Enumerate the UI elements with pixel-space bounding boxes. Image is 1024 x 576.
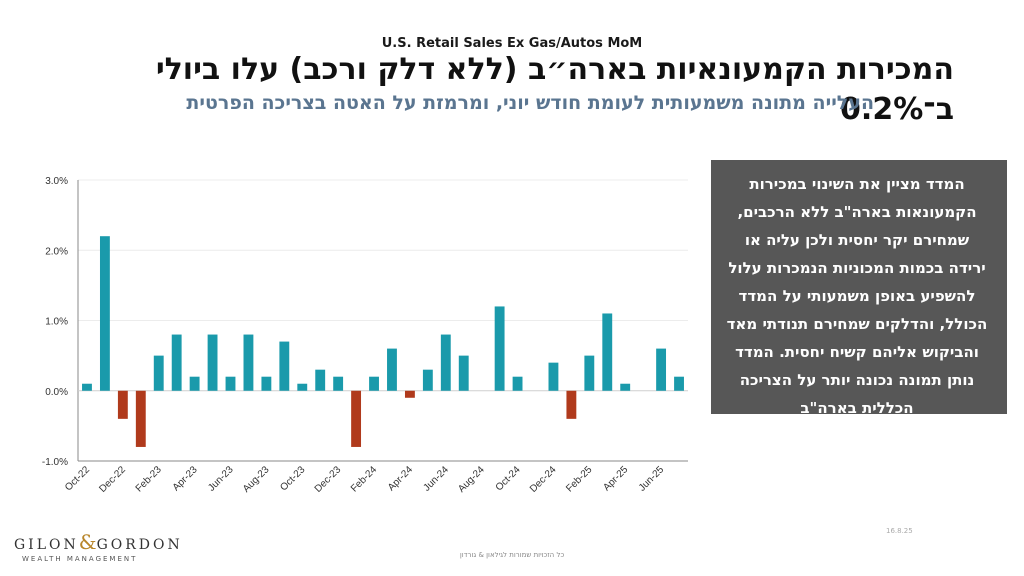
footer-date: 16.8.25 xyxy=(886,527,913,535)
x-tick-label: Apr-23 xyxy=(171,464,200,493)
y-tick-label: 0.0% xyxy=(45,387,68,398)
x-tick-label: Feb-23 xyxy=(134,464,164,494)
bar xyxy=(135,390,146,447)
bar xyxy=(297,383,308,391)
bar xyxy=(566,390,577,419)
x-tick-label: Aug-24 xyxy=(456,464,487,495)
y-tick-label: 2.0% xyxy=(45,246,68,257)
bar xyxy=(620,383,631,391)
logo-wordmark: GILON&GORDON xyxy=(14,530,180,554)
x-tick-label: Apr-24 xyxy=(386,464,415,493)
bar xyxy=(82,383,92,391)
footer-copyright: כל הזכויות שמורות לגילאון & גורדון xyxy=(459,551,565,559)
page-title: המכירות הקמעונאיות בארה״ב (ללא דלק ורכב)… xyxy=(155,52,954,127)
logo-tagline: WEALTH MANAGEMENT xyxy=(22,555,138,563)
bar xyxy=(99,236,110,391)
bar xyxy=(171,334,182,391)
bar xyxy=(189,376,200,391)
bar xyxy=(422,369,433,391)
bar xyxy=(279,341,290,391)
bar-chart: -1.0%0.0%1.0%2.0%3.0%Oct-22 Dec-22 Feb-23 A… xyxy=(42,176,688,495)
info-box: המדד מציין את השינוי במכירות הקמעונאות ב… xyxy=(711,160,1007,417)
logo-right: GORDON xyxy=(96,537,183,553)
bar xyxy=(512,376,523,391)
bar xyxy=(404,390,415,398)
bar xyxy=(548,362,559,391)
bar xyxy=(369,376,379,391)
bar xyxy=(243,334,254,391)
x-tick-label: Feb-25 xyxy=(564,464,594,494)
bar xyxy=(225,376,236,391)
bar xyxy=(494,306,505,391)
x-tick-label: Jun-24 xyxy=(422,464,452,494)
y-tick-label: 3.0% xyxy=(45,176,68,187)
page-subtitle: העלייה מתונה משמעותית לעומת חודש יוני, ו… xyxy=(186,92,874,114)
bar xyxy=(602,313,613,391)
x-tick-label: Aug-23 xyxy=(241,464,272,495)
bar xyxy=(117,390,128,419)
chart-title: U.S. Retail Sales Ex Gas/Autos MoM xyxy=(381,36,643,51)
bar xyxy=(207,334,218,391)
x-tick-label: Jun-23 xyxy=(206,464,236,494)
y-tick-label: 1.0% xyxy=(45,317,68,328)
bar xyxy=(261,376,272,391)
logo-left: GILON xyxy=(14,537,79,553)
x-tick-label: Oct-22 xyxy=(63,464,92,493)
bar xyxy=(656,348,667,391)
x-tick-label: Jun-25 xyxy=(637,464,667,494)
x-tick-label: Apr-25 xyxy=(601,464,630,493)
x-tick-label: Dec-24 xyxy=(528,464,559,495)
x-tick-label: Oct-24 xyxy=(494,464,523,493)
bar xyxy=(674,376,684,391)
bar xyxy=(315,369,326,391)
bar xyxy=(440,334,451,391)
bar xyxy=(351,390,362,447)
bar xyxy=(153,355,164,391)
bar xyxy=(458,355,469,391)
x-tick-label: Dec-22 xyxy=(97,464,128,495)
x-tick-label: Dec-23 xyxy=(313,464,344,495)
bar xyxy=(387,348,397,391)
company-logo: GILON&GORDON WEALTH MANAGEMENT xyxy=(14,530,180,563)
bar xyxy=(333,376,344,391)
x-tick-label: Feb-24 xyxy=(349,464,379,494)
logo-ampersand: & xyxy=(78,530,97,554)
y-tick-label: -1.0% xyxy=(42,457,68,468)
x-tick-label: Oct-23 xyxy=(278,464,307,493)
bar xyxy=(584,355,595,391)
